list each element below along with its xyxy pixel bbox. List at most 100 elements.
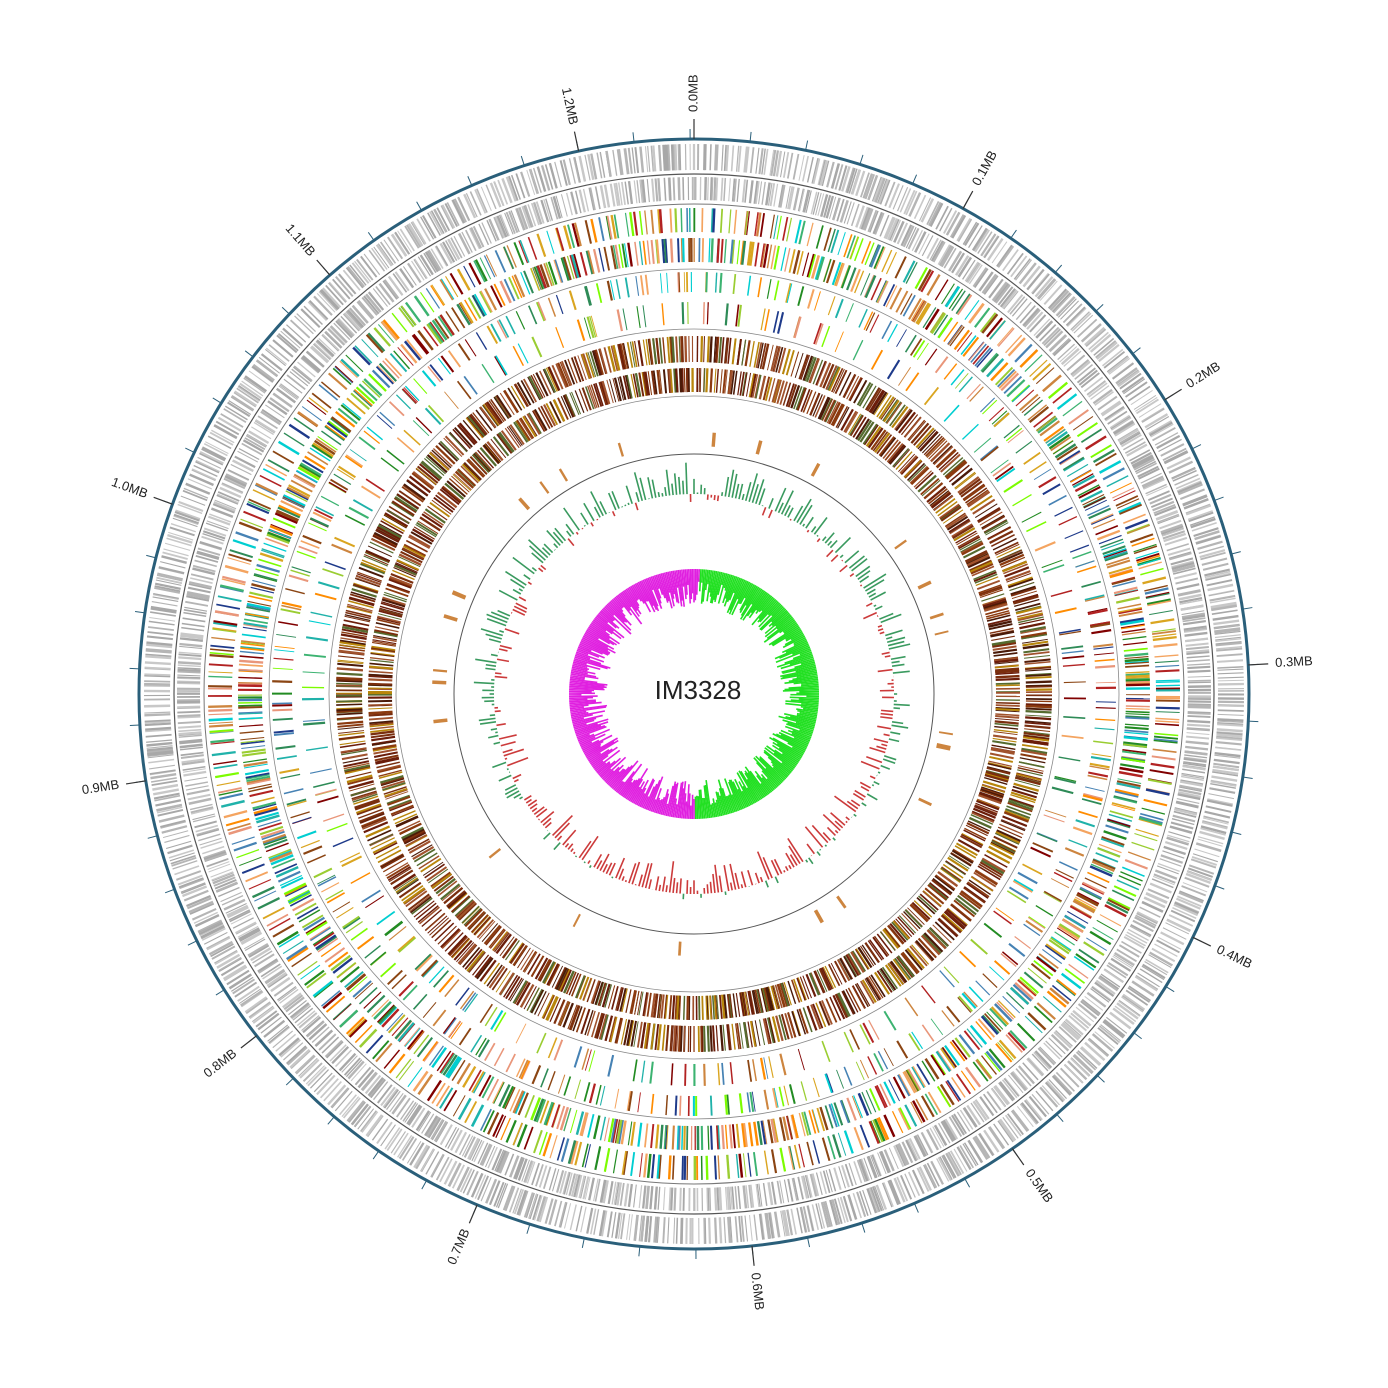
scale-ticks [125, 119, 1269, 1266]
feature [1106, 559, 1131, 569]
feature [1153, 738, 1178, 743]
feature [1188, 864, 1215, 875]
feature [836, 1069, 845, 1089]
feature [1169, 552, 1192, 561]
feature [974, 1099, 990, 1120]
feature [949, 326, 965, 347]
feature [510, 174, 521, 200]
feature [526, 1161, 536, 1184]
feature [755, 147, 760, 174]
feature [144, 720, 171, 725]
feature [801, 252, 810, 277]
feature [1108, 813, 1133, 822]
feature [307, 451, 329, 466]
feature [928, 440, 948, 460]
feature [1018, 262, 1037, 285]
feature [373, 533, 398, 547]
feature [1199, 549, 1226, 559]
feature [535, 201, 545, 224]
feature [1007, 576, 1033, 587]
feature [1118, 610, 1143, 617]
feature [452, 428, 472, 450]
feature [254, 420, 275, 434]
feature [386, 1012, 404, 1032]
feature [595, 186, 601, 210]
feature [650, 1023, 656, 1050]
feature [196, 827, 219, 836]
feature [1179, 786, 1202, 792]
feature [182, 489, 208, 502]
feature [407, 1105, 423, 1126]
feature [203, 931, 228, 945]
feature [395, 394, 411, 410]
feature [386, 236, 404, 260]
feature [556, 1137, 566, 1161]
feature [467, 415, 486, 437]
feature [1015, 440, 1033, 454]
feature [717, 1125, 721, 1150]
feature [288, 423, 311, 440]
feature [272, 1030, 294, 1049]
feature [1025, 675, 1052, 680]
feature [731, 338, 737, 365]
feature [409, 1142, 425, 1166]
feature [951, 252, 965, 274]
feature [1170, 821, 1194, 830]
feature [1153, 735, 1179, 740]
feature [1200, 551, 1226, 561]
feature [1090, 622, 1111, 629]
feature [280, 500, 304, 512]
feature [519, 239, 530, 263]
feature [236, 848, 260, 859]
feature [680, 1217, 684, 1244]
feature [943, 321, 959, 342]
feature [243, 763, 268, 769]
feature [1084, 326, 1106, 347]
feature [777, 347, 787, 374]
feature [286, 324, 307, 343]
feature [1079, 1046, 1101, 1067]
feature [1024, 720, 1051, 724]
feature [543, 368, 557, 393]
feature [1072, 416, 1094, 431]
feature [854, 983, 869, 1008]
feature [643, 1153, 648, 1178]
feature [348, 597, 375, 607]
feature [731, 178, 736, 202]
feature [983, 1129, 1000, 1153]
feature [178, 731, 202, 736]
feature [1074, 364, 1093, 380]
feature [1024, 658, 1051, 664]
feature [586, 1010, 596, 1036]
feature [541, 165, 551, 191]
feature [365, 478, 385, 492]
tick [164, 888, 175, 894]
feature [496, 215, 508, 238]
feature [377, 243, 394, 266]
feature [1008, 942, 1026, 957]
feature [144, 673, 171, 677]
feature [272, 450, 295, 465]
feature [302, 1016, 322, 1034]
feature [854, 270, 865, 294]
feature [776, 1180, 783, 1204]
feature [308, 620, 331, 626]
feature [354, 799, 381, 811]
feature [1190, 517, 1216, 529]
feature [776, 215, 782, 240]
feature [918, 197, 932, 222]
feature [896, 1176, 909, 1202]
feature [342, 623, 369, 631]
feature [749, 340, 755, 367]
feature [793, 316, 802, 339]
feature [1029, 359, 1048, 377]
feature [729, 1216, 733, 1243]
feature [203, 850, 227, 860]
feature [336, 707, 363, 710]
feature [620, 1018, 628, 1045]
feature [1114, 788, 1139, 797]
feature [814, 291, 821, 311]
feature [994, 465, 1014, 481]
feature [1137, 972, 1160, 988]
feature [754, 212, 759, 237]
